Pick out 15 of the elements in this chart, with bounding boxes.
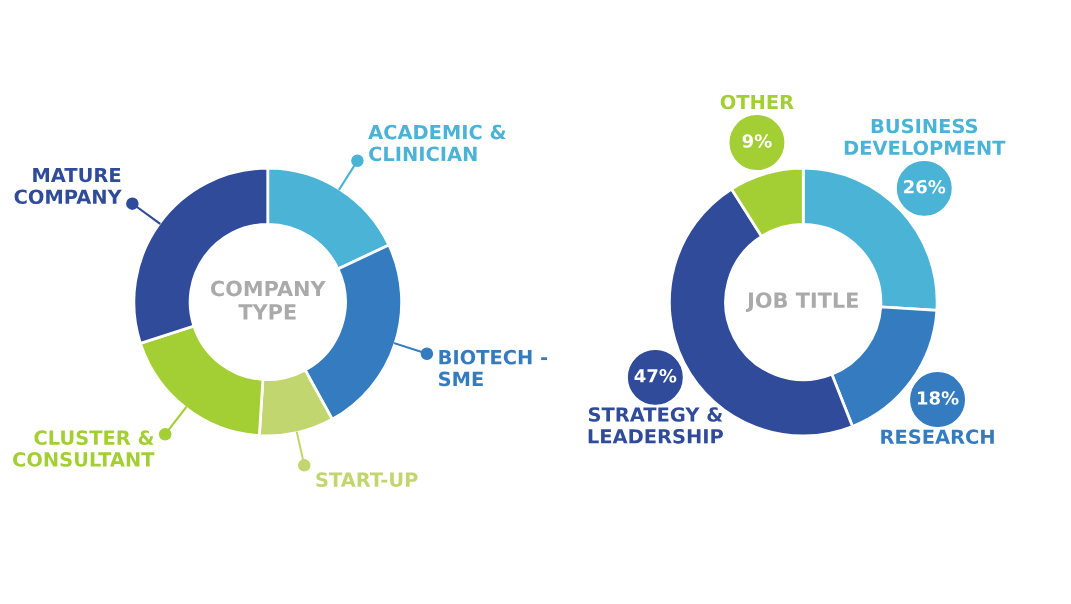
slice-label: MATURE COMPANY bbox=[14, 167, 122, 205]
data-label: 18% bbox=[917, 391, 959, 405]
text: JOB TITLE bbox=[745, 292, 858, 312]
data-label: 47% bbox=[634, 368, 677, 383]
legend-label: BIOTECH - SME bbox=[439, 349, 548, 387]
slice-label: START-UP bbox=[316, 472, 418, 488]
slice-label: ACADEMIC & CLINICIAN bbox=[368, 124, 506, 162]
slice-label: STRATEGY & LEADERSHIP bbox=[588, 407, 723, 444]
data-label: 26% bbox=[904, 179, 946, 194]
slice-label: CLUSTER & CONSULTANT bbox=[13, 430, 155, 467]
slice-label: BUSINESS DEVELOPMENT bbox=[844, 118, 1006, 156]
data-label: 9% bbox=[742, 134, 772, 148]
slice-label: OTHER bbox=[720, 94, 794, 110]
slice-label: RESEARCH bbox=[881, 429, 994, 445]
text: COMPANY TYPE bbox=[210, 280, 326, 320]
